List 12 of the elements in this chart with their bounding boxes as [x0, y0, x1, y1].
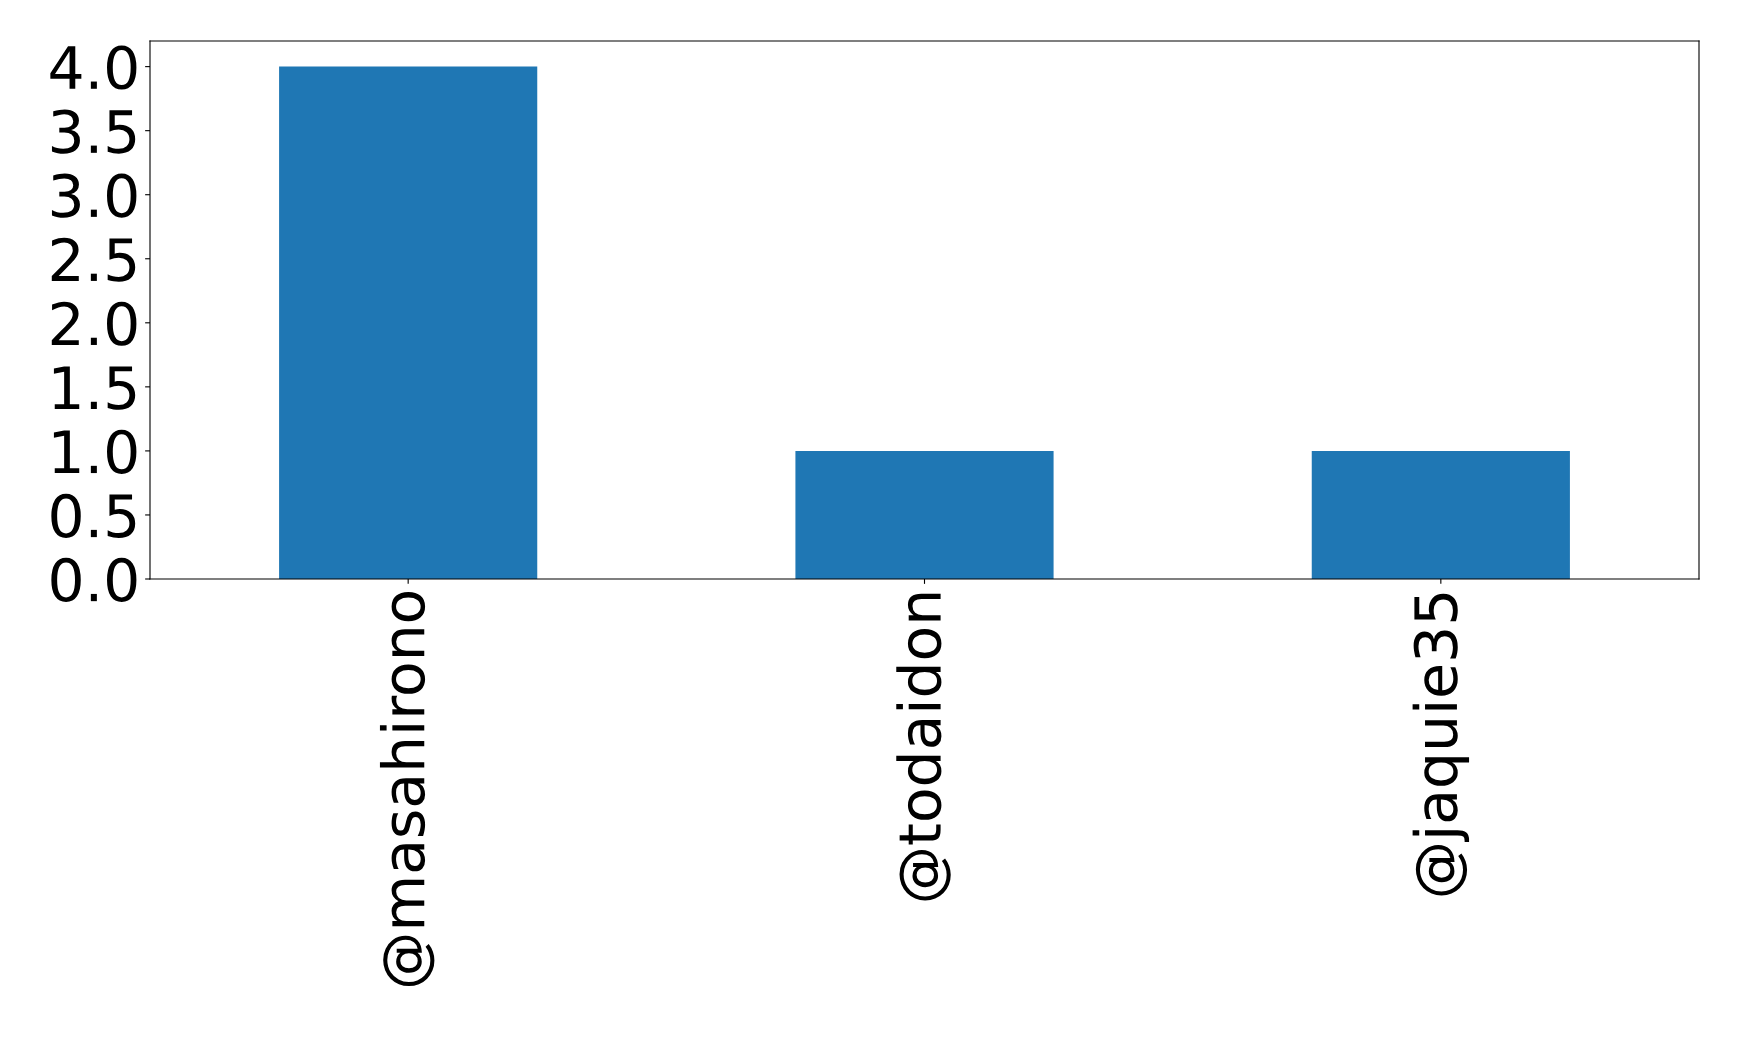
- y-tick-label: 3.0: [51, 173, 137, 218]
- y-tick-label: 1.5: [53, 366, 136, 410]
- y-tick-label: 4.0: [50, 45, 137, 90]
- y-tick-label: 2.5: [51, 237, 136, 282]
- x-tick-label: @todaidon: [896, 593, 951, 901]
- x-tick-label: @jaquie35: [1412, 593, 1470, 896]
- y-tick-label: 0.5: [51, 493, 136, 538]
- y-tick-label: 1.0: [53, 429, 137, 474]
- x-tick-label: @masahirono: [379, 591, 435, 987]
- y-tick-label: 0.0: [51, 557, 137, 602]
- y-tick-label: 3.5: [51, 109, 136, 154]
- y-tick-label: 2.0: [51, 301, 137, 346]
